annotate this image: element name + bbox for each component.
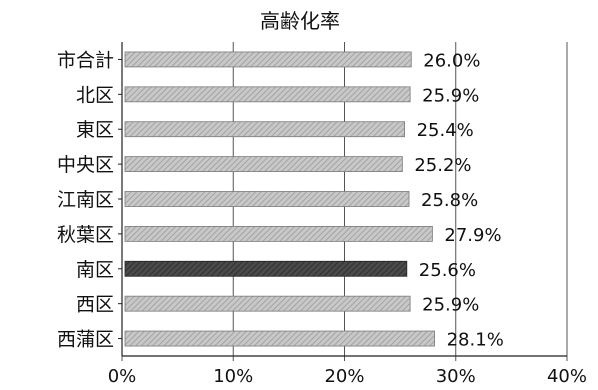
category-label: 中央区: [57, 154, 114, 176]
category-label: 市合計: [57, 49, 114, 71]
bar: [124, 260, 408, 277]
bar: [124, 225, 433, 242]
data-label: 25.9%: [422, 295, 479, 316]
category-label: 江南区: [57, 189, 114, 211]
category-label: 西区: [76, 294, 114, 316]
data-label: 27.9%: [444, 225, 501, 246]
bar: [124, 156, 403, 173]
category-label: 北区: [76, 84, 114, 106]
category-label: 南区: [76, 259, 114, 281]
chart-title: 高齢化率: [260, 9, 340, 33]
bar: [124, 121, 405, 138]
bar: [124, 51, 412, 68]
labels: 0% 10% 20% 30% 40% 市合計 26.0% 北区 25.9% 東区 25.4% 中央区 2…: [57, 49, 587, 387]
data-label: 25.4%: [417, 120, 474, 141]
data-label: 26.0%: [423, 50, 480, 71]
x-tick-label: 40%: [547, 366, 587, 387]
data-label: 25.8%: [421, 190, 478, 211]
category-label: 東区: [76, 119, 114, 141]
data-label: 25.6%: [419, 260, 476, 281]
category-label: 秋葉区: [57, 224, 114, 246]
x-tick-label: 30%: [436, 366, 476, 387]
data-label: 25.9%: [422, 85, 479, 106]
x-tick-label: 20%: [324, 366, 364, 387]
bars: [124, 51, 436, 347]
bar: [124, 295, 411, 312]
bar: [124, 330, 436, 347]
x-tick-label: 10%: [213, 366, 253, 387]
data-label: 25.2%: [414, 155, 471, 176]
data-label: 28.1%: [447, 330, 504, 351]
bar: [124, 86, 411, 103]
bar: [124, 191, 410, 207]
axes: [118, 42, 568, 361]
category-label: 西蒲区: [57, 329, 114, 351]
x-tick-label: 0%: [108, 366, 137, 387]
